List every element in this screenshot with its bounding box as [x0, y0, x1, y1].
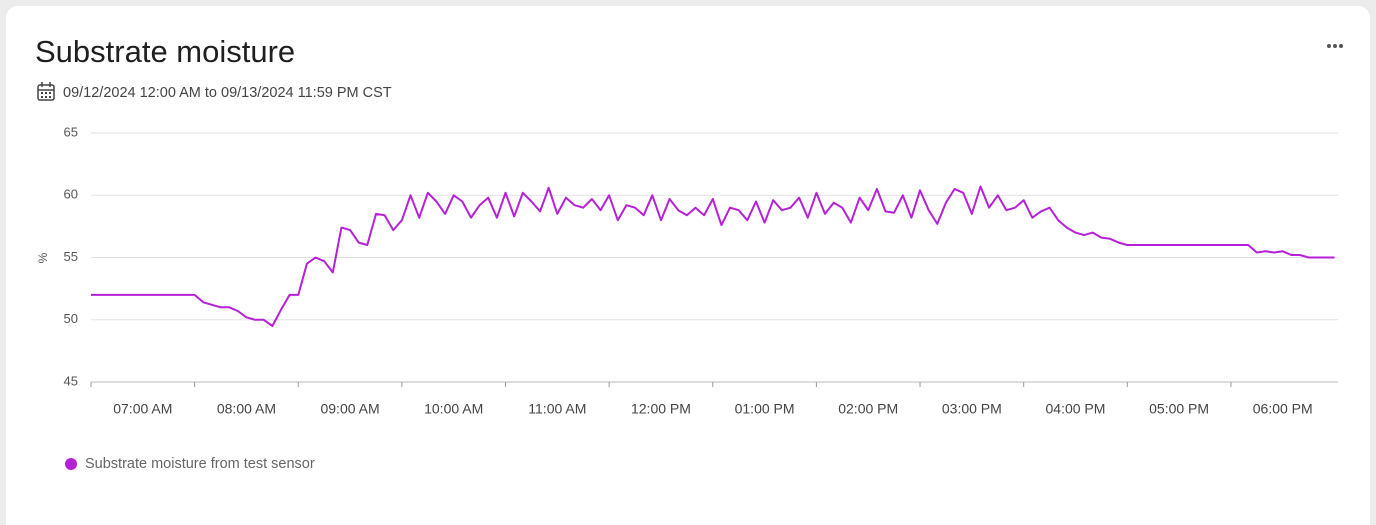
- data-line: [91, 185, 1335, 327]
- x-tick-label: 09:00 AM: [320, 401, 379, 417]
- y-tick-label: 55: [64, 249, 78, 264]
- y-tick-label: 45: [64, 373, 78, 388]
- x-tick-label: 11:00 AM: [528, 401, 586, 417]
- x-tick-label: 10:00 AM: [424, 401, 483, 417]
- y-tick-label: 50: [64, 311, 78, 326]
- x-tick-label: 03:00 PM: [942, 401, 1002, 417]
- card: [6, 6, 1370, 525]
- x-tick-label: 02:00 PM: [838, 401, 898, 417]
- y-axis-label: %: [36, 252, 50, 263]
- x-tick-label: 12:00 PM: [631, 401, 691, 417]
- x-tick-label: 08:00 AM: [217, 401, 276, 417]
- menu[interactable]: [1327, 44, 1343, 48]
- date-range: 09/12/2024 12:00 AM to 09/13/2024 11:59 …: [63, 85, 392, 101]
- legend-marker: [65, 458, 77, 470]
- x-tick-label: 06:00 PM: [1253, 401, 1313, 417]
- y-tick-label: 60: [64, 187, 78, 202]
- x-tick-label: 01:00 PM: [735, 401, 795, 417]
- calendar-icon: [37, 82, 55, 101]
- x-tick-label: 07:00 AM: [113, 401, 172, 417]
- x-tick-label: 05:00 PM: [1149, 401, 1209, 417]
- chart-title: Substrate moisture: [35, 34, 295, 69]
- x-tick-label: 04:00 PM: [1046, 401, 1106, 417]
- legend-label[interactable]: Substrate moisture from test sensor: [85, 456, 315, 472]
- y-tick-label: 65: [64, 124, 78, 139]
